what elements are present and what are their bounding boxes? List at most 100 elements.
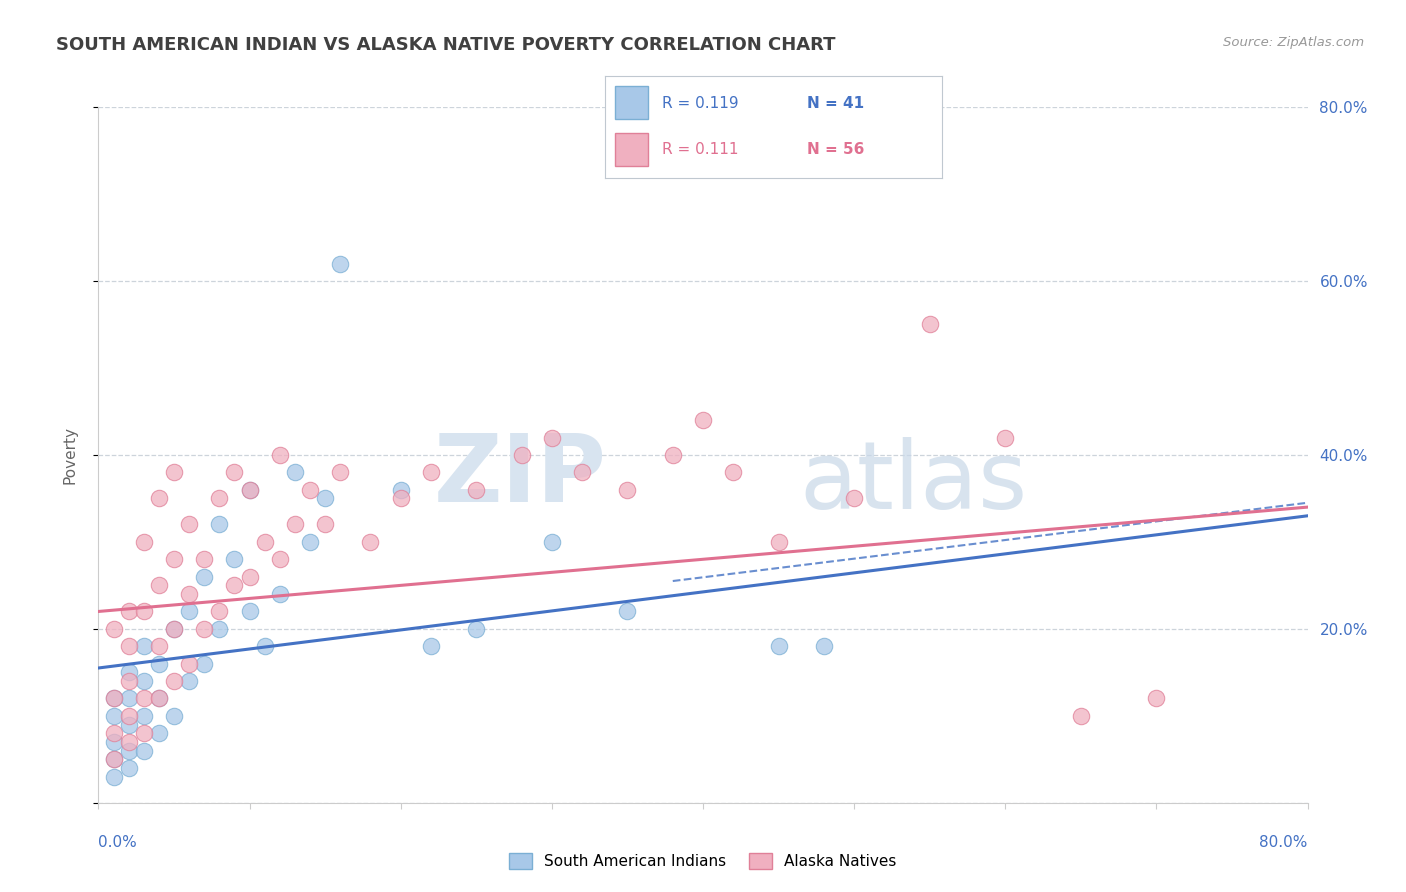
Point bbox=[179, 657, 201, 671]
Point bbox=[148, 639, 170, 653]
Point bbox=[193, 570, 215, 584]
Point bbox=[103, 622, 125, 636]
Point bbox=[163, 466, 186, 480]
Point bbox=[269, 448, 291, 462]
Point bbox=[132, 708, 155, 723]
Point bbox=[692, 413, 714, 427]
Point bbox=[239, 483, 262, 497]
Point bbox=[224, 578, 246, 592]
Point bbox=[148, 657, 170, 671]
Text: N = 41: N = 41 bbox=[807, 96, 865, 111]
Point bbox=[132, 674, 155, 689]
Point bbox=[132, 605, 155, 619]
Point bbox=[299, 534, 322, 549]
Point bbox=[616, 605, 638, 619]
FancyBboxPatch shape bbox=[614, 133, 648, 166]
Y-axis label: Poverty: Poverty bbox=[63, 425, 77, 484]
Point bbox=[103, 691, 125, 706]
Point bbox=[329, 466, 352, 480]
Text: R = 0.111: R = 0.111 bbox=[662, 142, 738, 157]
Point bbox=[284, 517, 307, 532]
Point bbox=[208, 517, 231, 532]
Point bbox=[253, 534, 276, 549]
Point bbox=[768, 639, 790, 653]
Point bbox=[389, 483, 412, 497]
Point bbox=[314, 517, 336, 532]
Text: 80.0%: 80.0% bbox=[1260, 836, 1308, 850]
Point bbox=[163, 622, 186, 636]
Point bbox=[163, 674, 186, 689]
Point bbox=[465, 622, 488, 636]
Point bbox=[844, 491, 866, 506]
Point bbox=[420, 466, 443, 480]
Legend: South American Indians, Alaska Natives: South American Indians, Alaska Natives bbox=[503, 847, 903, 875]
Point bbox=[224, 466, 246, 480]
Point bbox=[103, 691, 125, 706]
Point bbox=[299, 483, 322, 497]
Point bbox=[1144, 691, 1167, 706]
Point bbox=[118, 735, 141, 749]
Point bbox=[768, 534, 790, 549]
Point bbox=[118, 665, 141, 680]
Point bbox=[132, 691, 155, 706]
Point bbox=[239, 570, 262, 584]
Point bbox=[103, 708, 125, 723]
Point bbox=[360, 534, 382, 549]
Point bbox=[269, 552, 291, 566]
Point bbox=[465, 483, 488, 497]
Point bbox=[163, 552, 186, 566]
Point bbox=[1070, 708, 1092, 723]
Point bbox=[148, 578, 170, 592]
Point bbox=[179, 517, 201, 532]
Point bbox=[662, 448, 685, 462]
Point bbox=[179, 674, 201, 689]
Point bbox=[239, 605, 262, 619]
Point bbox=[103, 752, 125, 766]
Text: R = 0.119: R = 0.119 bbox=[662, 96, 738, 111]
Point bbox=[103, 752, 125, 766]
Point bbox=[132, 639, 155, 653]
Point bbox=[103, 726, 125, 740]
Point bbox=[269, 587, 291, 601]
Point bbox=[118, 691, 141, 706]
Text: N = 56: N = 56 bbox=[807, 142, 865, 157]
Point bbox=[148, 691, 170, 706]
Point bbox=[571, 466, 593, 480]
Point bbox=[118, 708, 141, 723]
Point bbox=[179, 587, 201, 601]
Text: atlas: atlas bbox=[800, 437, 1028, 529]
Point bbox=[132, 534, 155, 549]
Point bbox=[208, 622, 231, 636]
Point bbox=[329, 256, 352, 270]
Point bbox=[224, 552, 246, 566]
Point bbox=[179, 605, 201, 619]
Point bbox=[193, 657, 215, 671]
Point bbox=[208, 491, 231, 506]
Text: 0.0%: 0.0% bbox=[98, 836, 138, 850]
Point bbox=[208, 605, 231, 619]
Point bbox=[103, 770, 125, 784]
Point bbox=[314, 491, 336, 506]
Point bbox=[118, 639, 141, 653]
Point bbox=[193, 552, 215, 566]
Point bbox=[193, 622, 215, 636]
Point bbox=[103, 735, 125, 749]
Text: ZIP: ZIP bbox=[433, 430, 606, 522]
Point bbox=[118, 761, 141, 775]
Point bbox=[540, 534, 562, 549]
Point bbox=[918, 318, 941, 332]
Point bbox=[118, 744, 141, 758]
Point bbox=[148, 691, 170, 706]
Point bbox=[540, 431, 562, 445]
Point bbox=[118, 674, 141, 689]
Text: Source: ZipAtlas.com: Source: ZipAtlas.com bbox=[1223, 36, 1364, 49]
Text: SOUTH AMERICAN INDIAN VS ALASKA NATIVE POVERTY CORRELATION CHART: SOUTH AMERICAN INDIAN VS ALASKA NATIVE P… bbox=[56, 36, 835, 54]
Point bbox=[163, 622, 186, 636]
Point bbox=[148, 726, 170, 740]
FancyBboxPatch shape bbox=[614, 87, 648, 119]
Point bbox=[132, 726, 155, 740]
Point bbox=[723, 466, 745, 480]
Point bbox=[253, 639, 276, 653]
Point bbox=[510, 448, 533, 462]
Point bbox=[118, 605, 141, 619]
